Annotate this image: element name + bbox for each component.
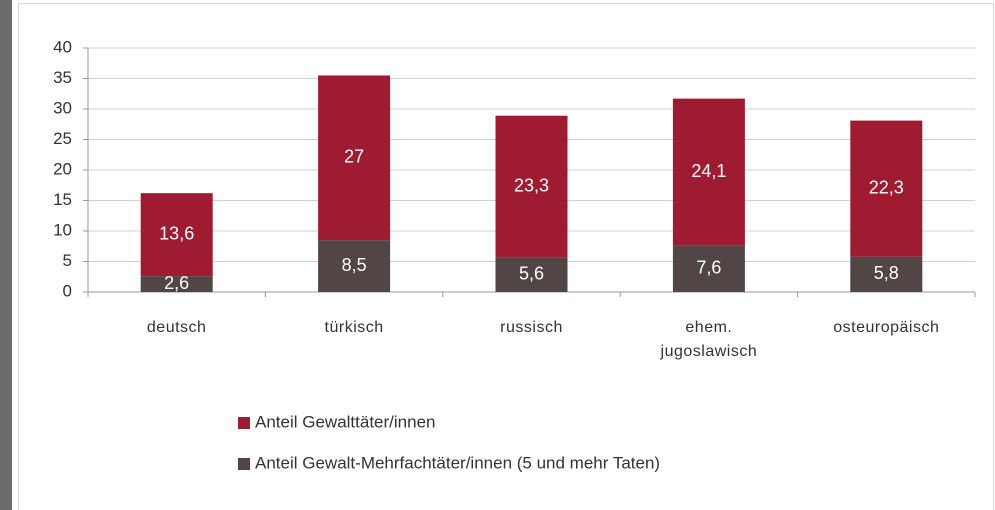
legend-label: Anteil Gewalttäter/innen: [255, 412, 436, 431]
data-label: 8,5: [342, 255, 367, 275]
chart-frame: [18, 3, 994, 510]
legend-label: Anteil Gewalt-Mehrfachtäter/innen (5 und…: [255, 453, 660, 472]
y-tick-label: 5: [63, 251, 72, 270]
y-tick-label: 30: [53, 98, 72, 117]
y-tick-label: 35: [53, 68, 72, 87]
data-label: 13,6: [159, 223, 194, 243]
data-label: 5,6: [519, 264, 544, 284]
data-label: 2,6: [164, 273, 189, 293]
y-tick-label: 40: [53, 37, 72, 56]
data-label: 5,8: [874, 263, 899, 283]
data-label: 22,3: [869, 177, 904, 197]
x-tick-label: osteuropäisch: [833, 319, 940, 336]
bar-segment: [318, 240, 391, 292]
data-label: 23,3: [514, 176, 549, 196]
y-tick-label: 20: [53, 159, 72, 178]
bar-segment: [495, 257, 568, 292]
y-tick-label: 0: [63, 281, 72, 300]
x-tick-label: türkisch: [324, 319, 384, 336]
legend-swatch: [238, 417, 250, 429]
legend-swatch: [238, 458, 250, 470]
bar-segment: [672, 245, 745, 292]
bar-segment: [140, 193, 213, 277]
x-tick-label: russisch: [500, 319, 563, 336]
y-tick-label: 10: [53, 220, 72, 239]
x-tick-label: ehem. jugoslawisch: [660, 319, 758, 360]
bar-segment: [318, 75, 391, 241]
bar-segment: [140, 276, 213, 292]
bar-segment: [850, 120, 923, 257]
y-tick-label: 25: [53, 129, 72, 148]
side-bar: [0, 0, 12, 510]
bar-segment: [672, 98, 745, 246]
y-tick-label: 15: [53, 190, 72, 209]
x-tick-label: deutsch: [146, 319, 207, 336]
bar-segment: [495, 115, 568, 258]
data-label: 7,6: [696, 258, 721, 278]
data-label: 24,1: [691, 161, 726, 181]
bar-segment: [850, 256, 923, 292]
data-label: 27: [344, 147, 364, 167]
